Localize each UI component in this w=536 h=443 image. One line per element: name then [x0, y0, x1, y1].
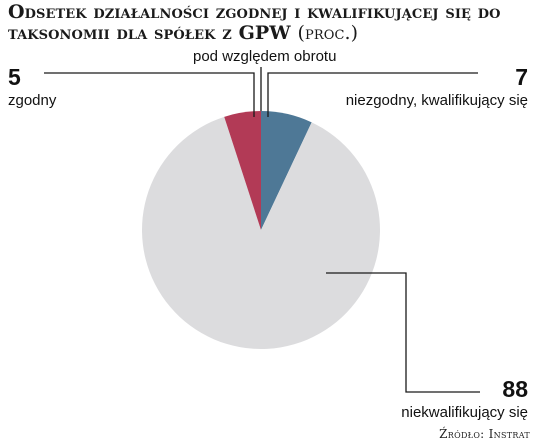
- chart-title-unit: (proc.): [297, 22, 359, 44]
- chart-title-text: Odsetek działalności zgodnej i kwalifiku…: [8, 1, 501, 44]
- value-label-zgodny: 5: [8, 64, 21, 90]
- slice-niekwalifikujacy: [141, 116, 380, 349]
- value-label-niekwalifikujacy: 88: [502, 376, 528, 402]
- slice-niezgodny-kwalifikujacy: [261, 111, 312, 230]
- source-note: Źródło: Instrat: [439, 427, 530, 441]
- value-label-niezgodny-kwalifikujacy: 7: [515, 64, 528, 90]
- chart-title: Odsetek działalności zgodnej i kwalifiku…: [8, 2, 528, 44]
- category-label-niekwalifikujacy: niekwalifikujący się: [401, 404, 528, 421]
- subtitle-label: pod względem obrotu: [193, 48, 337, 65]
- slice-zgodny: [224, 111, 261, 230]
- leader-line-zgodny: [44, 72, 255, 117]
- leader-lines: [44, 67, 480, 393]
- category-label-zgodny: zgodny: [8, 92, 57, 109]
- leader-line-niezgodny-kwalifikujacy: [267, 72, 478, 117]
- leader-line-niekwalifikujacy: [326, 272, 480, 393]
- category-label-niezgodny-kwalifikujacy: niezgodny, kwalifikujący się: [345, 92, 528, 109]
- pie-slices: [141, 111, 380, 349]
